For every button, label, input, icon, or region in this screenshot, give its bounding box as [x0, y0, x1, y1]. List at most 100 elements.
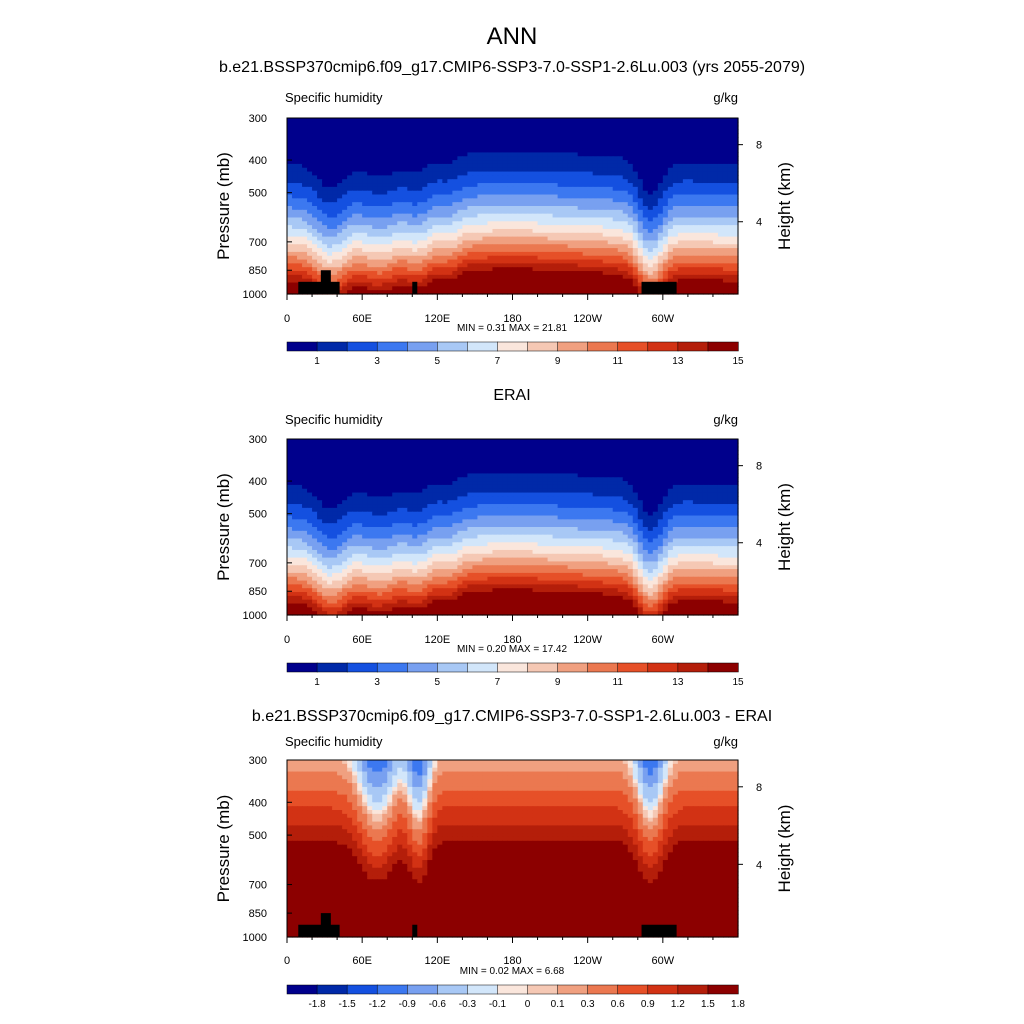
contour-cell	[397, 244, 403, 249]
contour-cell	[287, 125, 293, 131]
contour-cell	[322, 439, 328, 444]
contour-cell	[482, 450, 489, 455]
contour-cell	[672, 267, 679, 272]
contour-cell	[682, 274, 689, 280]
contour-cell	[712, 202, 719, 207]
contour-cell	[417, 244, 423, 249]
contour-cell	[712, 221, 719, 226]
contour-cell	[357, 282, 363, 287]
contour-cell	[502, 458, 509, 463]
contour-cell	[322, 175, 328, 180]
contour-cell	[342, 446, 348, 452]
contour-cell	[732, 183, 739, 188]
contour-cell	[542, 259, 549, 264]
contour-cell	[627, 442, 634, 448]
contour-cell	[662, 450, 669, 455]
contour-cell	[612, 274, 619, 280]
contour-cell	[392, 167, 398, 173]
contour-cell	[627, 271, 634, 276]
contour-cell	[457, 171, 463, 176]
contour-cell	[537, 125, 544, 131]
contour-cell	[707, 458, 714, 463]
contour-cell	[702, 179, 709, 184]
contour-cell	[347, 125, 353, 131]
contour-cell	[652, 251, 659, 257]
contour-cell	[372, 439, 378, 444]
contour-cell	[697, 179, 704, 184]
contour-cell	[602, 259, 609, 264]
contour-cell	[622, 263, 629, 268]
contour-cell	[342, 148, 348, 154]
contour-cell	[697, 278, 704, 284]
contour-cell	[387, 183, 393, 188]
contour-cell	[482, 144, 489, 150]
contour-cell	[437, 282, 443, 287]
contour-cell	[487, 140, 494, 146]
contour-cell	[542, 217, 549, 222]
contour-cell	[417, 167, 423, 173]
contour-cell	[297, 225, 303, 230]
contour-cell	[577, 179, 584, 184]
contour-cell	[442, 248, 448, 253]
contour-cell	[437, 152, 443, 157]
contour-cell	[497, 259, 504, 264]
contour-cell	[602, 278, 609, 284]
contour-cell	[517, 274, 524, 280]
contour-cell	[522, 259, 529, 264]
contour-cell	[477, 206, 484, 211]
contour-cell	[342, 163, 348, 169]
contour-cell	[372, 248, 378, 253]
contour-cell	[722, 167, 729, 173]
contour-cell	[582, 129, 589, 134]
contour-cell	[722, 446, 729, 452]
contour-cell	[597, 137, 604, 142]
contour-cell	[592, 198, 599, 203]
contour-cell	[452, 121, 458, 127]
contour-cell	[432, 259, 438, 264]
contour-cell	[317, 267, 323, 272]
contour-cell	[392, 125, 398, 131]
contour-cell	[377, 202, 383, 207]
contour-cell	[347, 251, 353, 257]
contour-cell	[717, 259, 724, 264]
contour-cell	[647, 179, 654, 184]
contour-cell	[407, 244, 413, 249]
contour-cell	[547, 461, 554, 467]
contour-cell	[722, 125, 729, 131]
contour-cell	[602, 148, 609, 154]
contour-cell	[597, 156, 604, 161]
contour-cell	[362, 206, 368, 211]
contour-cell	[577, 454, 584, 459]
contour-cell	[422, 129, 428, 134]
contour-cell	[377, 140, 383, 146]
x-tick-label: 60E	[352, 313, 372, 325]
contour-cell	[312, 137, 318, 142]
contour-cell	[697, 263, 704, 268]
contour-cell	[607, 171, 614, 176]
contour-cell	[297, 465, 303, 471]
contour-cell	[312, 236, 318, 242]
contour-cell	[712, 458, 719, 463]
contour-cell	[467, 439, 474, 444]
contour-cell	[707, 450, 714, 455]
contour-cell	[702, 267, 709, 272]
contour-cell	[477, 267, 484, 272]
contour-cell	[727, 186, 734, 192]
contour-cell	[677, 286, 684, 291]
contour-cell	[702, 144, 709, 150]
contour-cell	[577, 133, 584, 138]
contour-cell	[447, 140, 453, 146]
contour-cell	[727, 118, 734, 123]
contour-cell	[502, 194, 509, 199]
contour-cell	[552, 454, 559, 459]
contour-cell	[407, 202, 413, 207]
contour-cell	[377, 469, 383, 475]
contour-cell	[582, 282, 589, 287]
contour-cell	[682, 271, 689, 276]
contour-cell	[352, 251, 358, 257]
contour-cell	[287, 175, 293, 180]
contour-cell	[442, 190, 448, 196]
contour-cell	[692, 206, 699, 211]
contour-cell	[317, 148, 323, 154]
contour-cell	[567, 221, 574, 226]
